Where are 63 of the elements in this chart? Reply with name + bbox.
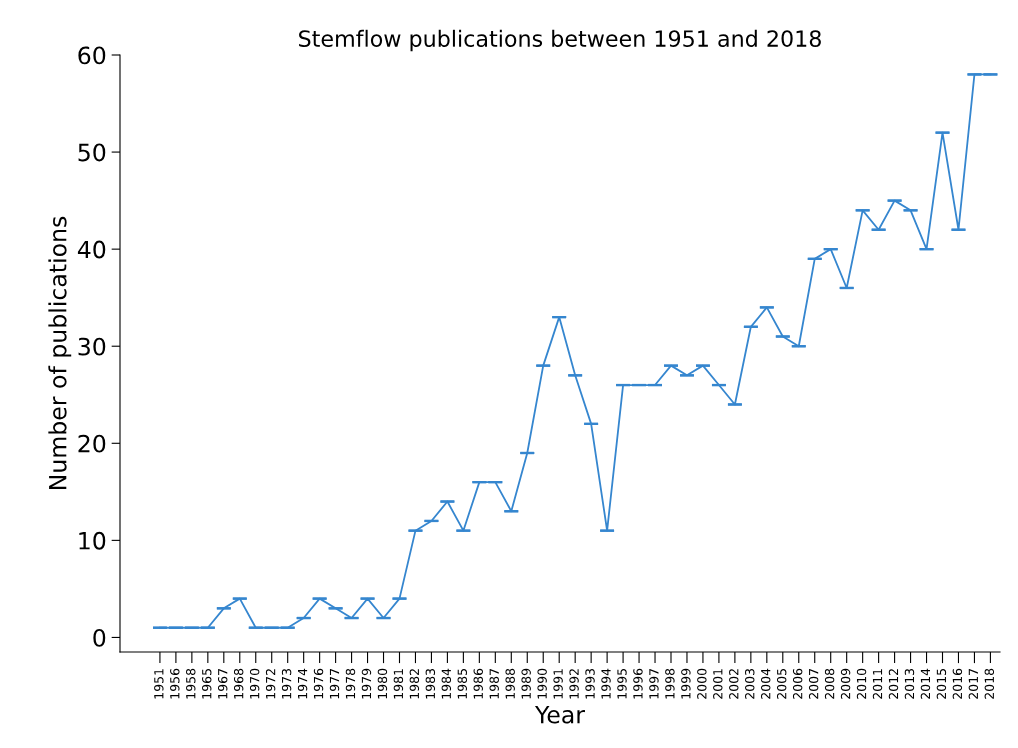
y-tick-label: 20: [78, 434, 106, 453]
x-tick-label: 1997: [649, 669, 659, 699]
x-tick-label: 2010: [856, 668, 867, 699]
x-tick-label: 1995: [617, 669, 627, 699]
x-tick-label: 2012: [888, 669, 899, 699]
x-tick-label: 1958: [186, 668, 196, 699]
x-tick-label: 1970: [249, 668, 260, 699]
x-tick-label: 1976: [313, 668, 324, 699]
x-tick-label: 1988: [505, 668, 515, 699]
x-tick-label: 2017: [968, 669, 979, 699]
x-tick-label: 1992: [569, 669, 579, 699]
x-tick-label: 2009: [840, 668, 851, 699]
x-tick-label: 1981: [393, 669, 404, 699]
x-tick-label: 1987: [489, 669, 499, 699]
x-tick-label: 1994: [601, 668, 611, 699]
x-tick-label: 1991: [553, 669, 563, 699]
x-tick-label: 1982: [409, 669, 420, 699]
x-tick-label: 2016: [952, 668, 963, 699]
x-tick-label: 1972: [265, 669, 276, 699]
x-tick-label: 2015: [936, 669, 947, 699]
x-tick-label: 1965: [202, 669, 212, 699]
x-tick-label: 2005: [776, 669, 787, 699]
x-tick-label: 1974: [297, 668, 308, 699]
x-tick-label: 2013: [904, 668, 915, 699]
x-tick-label: 1979: [361, 668, 372, 699]
y-tick-label: 40: [77, 240, 106, 259]
x-tick-label: 1985: [457, 669, 467, 699]
x-tick-label: 2007: [808, 669, 819, 699]
y-tick-label: 60: [78, 46, 106, 65]
chart-title: Stemflow publications between 1951 and 2018: [299, 29, 821, 52]
x-tick-label: 1983: [425, 668, 436, 699]
x-tick-label: 2002: [729, 669, 739, 699]
y-tick-label: 0: [93, 628, 106, 647]
x-tick-label: 2004: [761, 668, 771, 699]
x-tick-label: 2001: [713, 669, 723, 699]
x-tick-label: 1984: [441, 668, 452, 699]
x-tick-label: 1999: [681, 668, 691, 699]
x-tick-label: 2008: [824, 668, 835, 699]
x-tick-label: 1977: [329, 669, 340, 699]
y-tick-label: 10: [79, 531, 106, 550]
x-tick-label: 1980: [377, 668, 388, 699]
x-tick-label: 1967: [217, 669, 228, 699]
x-tick-label: 1968: [233, 668, 244, 699]
x-tick-label: 2011: [872, 669, 883, 699]
x-tick-label: 1956: [170, 668, 180, 699]
y-tick-label: 50: [78, 143, 106, 162]
x-tick-label: 1973: [281, 668, 292, 699]
x-tick-label: 1990: [537, 668, 547, 699]
x-tick-label: 2006: [792, 668, 803, 699]
x-tick-label: 1986: [473, 668, 483, 699]
x-tick-label: 1978: [345, 668, 356, 699]
x-axis-title: Year: [534, 706, 585, 724]
x-tick-label: 2000: [697, 668, 707, 699]
x-tick-label: 1989: [521, 668, 531, 699]
y-axis-title: Number of publications: [48, 216, 72, 490]
x-tick-label: 1998: [665, 668, 675, 699]
x-tick-label: 1951: [154, 669, 164, 699]
x-tick-label: 2014: [920, 668, 931, 699]
x-tick-label: 1996: [633, 668, 643, 699]
x-tick-label: 2018: [984, 668, 995, 699]
y-tick-label: 30: [78, 337, 106, 356]
x-tick-label: 1993: [585, 668, 595, 699]
x-tick-label: 2003: [745, 668, 755, 699]
